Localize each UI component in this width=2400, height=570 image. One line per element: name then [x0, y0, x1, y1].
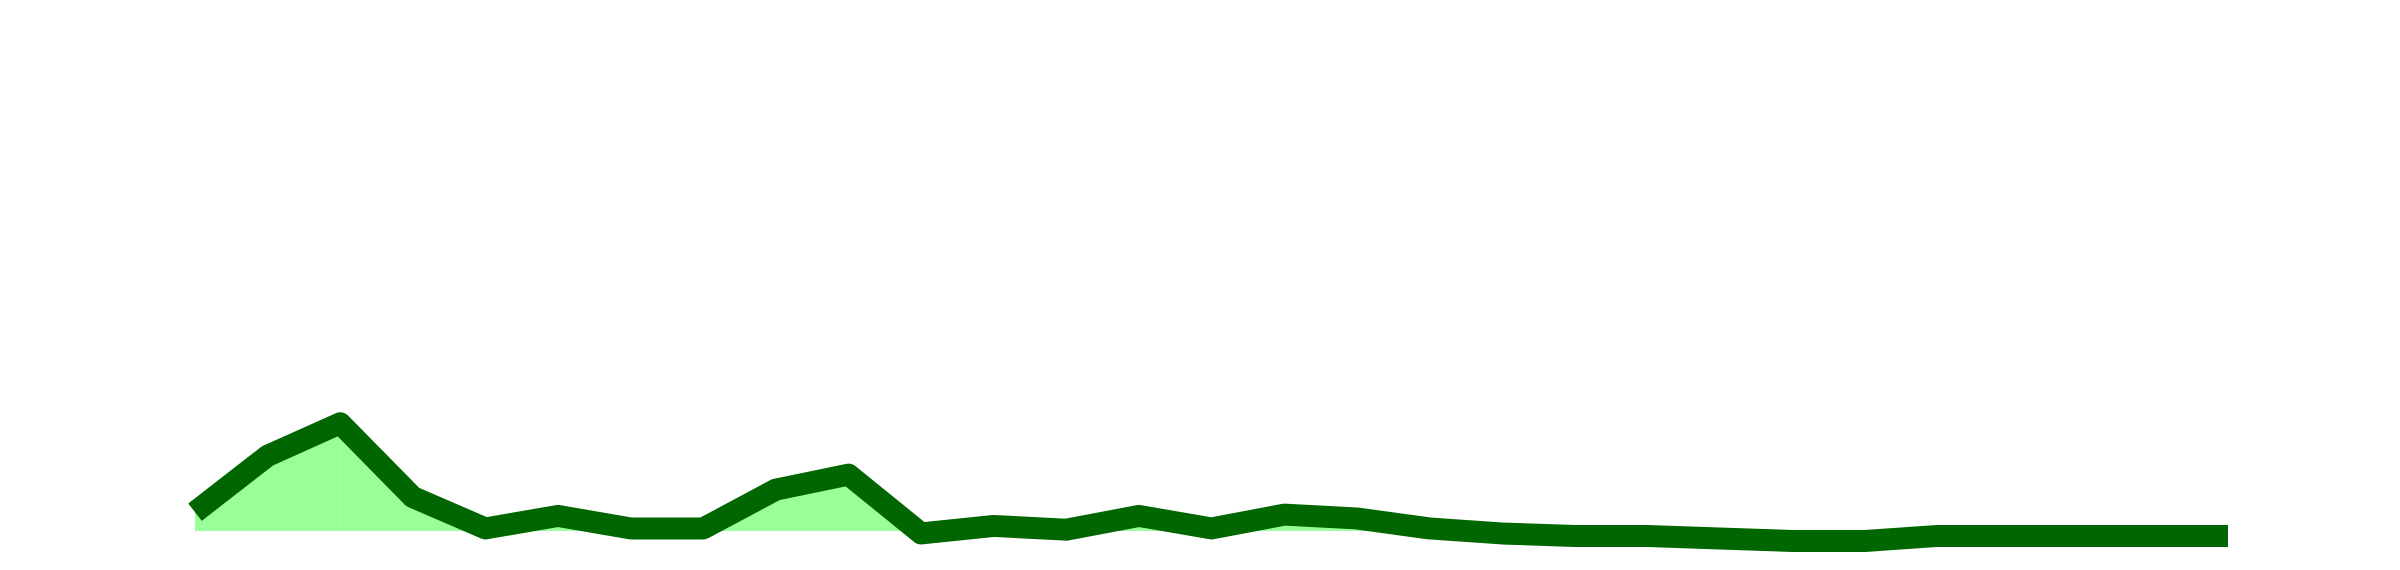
data-point — [1211, 527, 1213, 529]
data-point — [1501, 532, 1503, 534]
data-point — [775, 489, 777, 491]
data-point — [2009, 535, 2011, 537]
data-point — [484, 527, 486, 529]
data-point — [1719, 537, 1721, 539]
data-point — [1646, 535, 1648, 537]
data-point — [1138, 515, 1140, 517]
data-point — [194, 511, 196, 513]
data-point — [1937, 535, 1939, 537]
data-point — [702, 527, 704, 529]
data-point — [339, 422, 341, 424]
data-point — [1065, 529, 1067, 531]
data-point — [993, 525, 995, 527]
data-point — [557, 515, 559, 517]
data-point — [847, 474, 849, 476]
data-point — [267, 455, 269, 457]
data-point — [630, 527, 632, 529]
data-point — [412, 496, 414, 498]
data-point — [1283, 514, 1285, 516]
data-point — [2227, 535, 2229, 537]
series-line-layer — [188, 412, 2228, 552]
data-point — [1356, 517, 1358, 519]
data-point — [1791, 540, 1793, 542]
data-point — [1574, 535, 1576, 537]
series-line — [188, 412, 2228, 552]
data-point — [2154, 535, 2156, 537]
data-point — [1864, 540, 1866, 542]
data-point — [2082, 535, 2084, 537]
data-point — [920, 532, 922, 534]
data-point — [1428, 527, 1430, 529]
